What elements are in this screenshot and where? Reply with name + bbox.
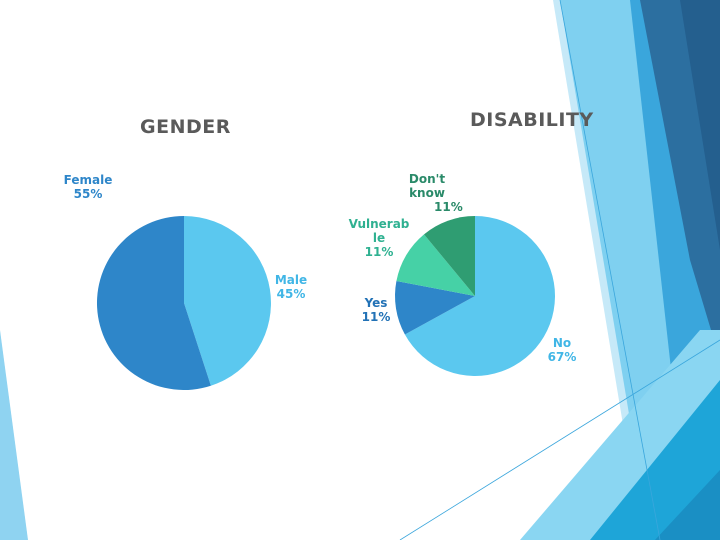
yes-label-value: 11% — [361, 310, 391, 324]
male-label: Male 45% — [268, 273, 314, 301]
facet-line-1 — [559, 0, 661, 540]
no-label: No 67% — [542, 336, 582, 364]
facet-bottom-dark — [655, 470, 720, 540]
dont-know-label-line2: know — [409, 186, 445, 200]
facet-line-2 — [399, 339, 720, 540]
no-label-name: No — [552, 336, 572, 350]
disability-chart-title: DISABILITY — [470, 109, 594, 131]
gender-slice-female — [96, 216, 211, 390]
no-label-value: 67% — [547, 350, 577, 364]
vulnerable-label-line2: le — [372, 231, 386, 245]
gender-slice-male — [184, 216, 271, 386]
dont-know-label: Don't know 11% — [400, 172, 463, 214]
male-label-value: 45% — [276, 287, 306, 301]
female-label: Female 55% — [58, 173, 118, 201]
female-label-value: 55% — [73, 187, 103, 201]
female-label-name: Female — [63, 173, 113, 187]
vulnerable-label-line1: Vulnerab — [348, 217, 410, 231]
dont-know-label-line1: Don't — [408, 172, 446, 186]
yes-label: Yes 11% — [356, 296, 396, 324]
facet-dark-2 — [680, 0, 720, 250]
vulnerable-label: Vulnerab le 11% — [346, 217, 412, 259]
disability-slice-yes — [395, 281, 475, 335]
disability-slice-vulnerable — [396, 234, 475, 296]
disability-slice-don-t-know — [424, 216, 475, 296]
male-label-name: Male — [274, 273, 308, 287]
facet-bottom-mid — [590, 380, 720, 540]
gender-chart-title: GENDER — [140, 116, 231, 138]
disability-slice-no — [404, 216, 556, 376]
dont-know-label-value: 11% — [434, 200, 463, 214]
vulnerable-label-value: 11% — [364, 245, 394, 259]
facet-light-left — [0, 330, 28, 540]
yes-label-name: Yes — [364, 296, 388, 310]
